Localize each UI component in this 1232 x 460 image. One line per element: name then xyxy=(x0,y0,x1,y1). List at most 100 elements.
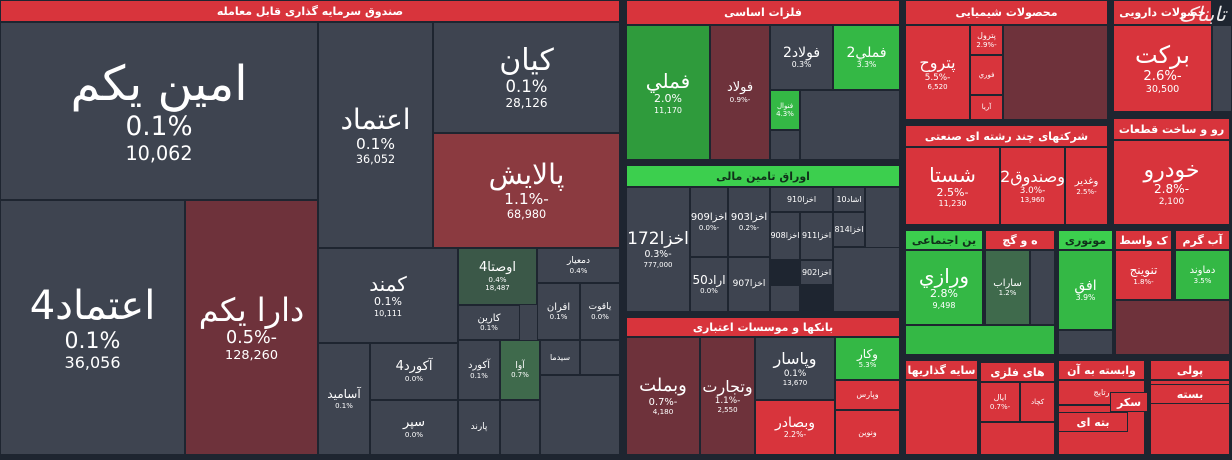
stock-name: آکورد4 xyxy=(395,358,433,374)
change-percent: -2.2% xyxy=(783,430,807,440)
stock-tile: فوري xyxy=(970,55,1003,95)
stock-tile: دماوند 3.5% xyxy=(1175,250,1230,300)
stock-tile: پالایش -1.1% 68,980 xyxy=(433,133,620,248)
volume: 13,960 xyxy=(1020,196,1045,205)
change-percent: 0.1% xyxy=(64,328,121,354)
change-percent: 0.3% xyxy=(791,60,812,70)
stock-name: خودرو xyxy=(1143,157,1200,183)
stock-tile: اخزا902 xyxy=(800,260,833,285)
sector-header: فلزات اساسی xyxy=(626,0,900,25)
stock-tile: افق 3.9% xyxy=(1058,250,1113,330)
stock-tile: اعتماد4 0.1% 36,056 xyxy=(0,200,185,455)
sector-header: محصولات شیمیایی xyxy=(905,0,1108,25)
stock-tile: کمند 0.1% 10,111 xyxy=(318,248,458,343)
sector-header: شرکتهای چند رشته ای صنعتی xyxy=(905,125,1108,147)
volume: 6,520 xyxy=(927,82,948,91)
sector-header: ین اجتماعی xyxy=(905,230,983,250)
stock-name: فملي xyxy=(645,69,691,94)
stock-tile: آکورد4 0.0% xyxy=(370,343,458,400)
stock-name: وکار xyxy=(857,346,878,361)
cell xyxy=(800,90,900,160)
stock-name: پارند xyxy=(470,422,488,433)
stock-tile: تنوینج -1.8% xyxy=(1115,250,1172,300)
change-percent: 5.3% xyxy=(858,361,877,370)
stock-tile: پترول -2.9% xyxy=(970,25,1003,55)
stock-tile: آریا xyxy=(970,95,1003,120)
stock-tile: امین یکم 0.1% 10,062 xyxy=(0,22,318,200)
stock-name: ورازي xyxy=(918,264,970,289)
stock-name: رتایج xyxy=(1093,387,1110,397)
change-percent: 0.1% xyxy=(505,77,548,97)
sector-header: رو و ساخت قطعات xyxy=(1113,118,1230,140)
stock-name: شستا xyxy=(929,162,976,187)
change-percent: 0.0% xyxy=(404,373,424,383)
change-percent: -1.8% xyxy=(1133,277,1154,286)
change-percent: 0.1% xyxy=(125,111,193,143)
sector-header: صندوق سرمایه گذاری قابل معامله xyxy=(0,0,620,22)
stock-name: وتجارت xyxy=(702,376,753,396)
change-percent: -1.1% xyxy=(504,190,549,209)
volume: 10,062 xyxy=(125,141,193,165)
stock-name: کیان xyxy=(499,42,554,78)
change-percent: 0.7% xyxy=(511,371,529,380)
cell xyxy=(770,130,800,160)
sector-header: پولی xyxy=(1150,360,1230,380)
cell xyxy=(770,285,800,312)
stock-tile: شستا -2.5% 11,230 xyxy=(905,147,1000,225)
stock-tile: اوصتا4 0.4% 18,487 xyxy=(458,248,537,305)
stock-name: فملي2 xyxy=(846,45,887,62)
change-percent: -2.8% xyxy=(1153,182,1190,197)
change-percent: -0.2% xyxy=(738,223,760,232)
change-percent: 2.0% xyxy=(654,92,682,106)
sector-header: بسته xyxy=(1150,384,1230,404)
stock-name: ایال xyxy=(993,393,1007,403)
stock-name: کچاد xyxy=(1030,397,1045,406)
sector-header: سکر xyxy=(1110,392,1148,412)
cell xyxy=(833,247,900,312)
stock-tile: وبملت -0.7% 4,180 xyxy=(626,337,700,455)
stock-name: فولاد xyxy=(726,79,754,95)
stock-tile: فولاد -0.9% xyxy=(710,25,770,160)
stock-name: برکت xyxy=(1135,40,1190,69)
volume: 128,260 xyxy=(225,347,278,363)
stock-tile: فولاد2 0.3% xyxy=(770,25,833,90)
stock-name: ونوین xyxy=(858,427,877,437)
cell xyxy=(980,422,1055,455)
volume: 18,487 xyxy=(485,284,510,293)
change-percent: 0.4% xyxy=(569,266,588,275)
stock-tile: خودرو -2.8% 2,100 xyxy=(1113,140,1230,225)
stock-name: فوري xyxy=(978,70,995,79)
stock-tile: وپاسار 0.1% 13,670 xyxy=(755,337,835,400)
stock-tile: اشاد10 xyxy=(833,187,865,212)
stock-name: اخزا910 xyxy=(786,194,817,204)
change-percent: 3.5% xyxy=(1193,276,1212,285)
change-percent: 0.1% xyxy=(549,313,568,322)
change-percent: -5.5% xyxy=(924,72,951,83)
change-percent: -0.3% xyxy=(644,248,672,260)
volume: 36,056 xyxy=(64,352,121,372)
cell xyxy=(540,375,620,455)
volume: 11,230 xyxy=(938,199,967,209)
stock-name: اراد50 xyxy=(692,272,726,287)
stock-name: اخزا903 xyxy=(730,212,768,224)
stock-tile: وپارس xyxy=(835,380,900,410)
stock-tile: سیدما xyxy=(540,340,580,375)
change-percent: -0.7% xyxy=(989,402,1011,411)
stock-name: دمعیار xyxy=(567,256,590,267)
sector-header: بانکها و موسسات اعتباری xyxy=(626,317,900,337)
stock-name: فنوال xyxy=(776,101,794,110)
stock-tile: اخزا911 xyxy=(800,212,833,260)
change-percent: 0.1% xyxy=(480,324,498,333)
stock-tile: آوا 0.7% xyxy=(500,340,540,400)
stock-name: ساراب xyxy=(993,277,1022,289)
stock-name: اعتماد4 xyxy=(29,282,156,329)
stock-name: اخزا902 xyxy=(801,267,832,277)
stock-tile: اراد50 0.0% xyxy=(690,257,728,312)
volume: 68,980 xyxy=(506,208,547,221)
cell xyxy=(1212,25,1232,112)
stock-tile: فملي 2.0% 11,170 xyxy=(626,25,710,160)
cell xyxy=(500,400,540,455)
stock-name: اخزا909 xyxy=(690,212,728,224)
stock-tile: وصندوق2 -3.0% 13,960 xyxy=(1000,147,1065,225)
